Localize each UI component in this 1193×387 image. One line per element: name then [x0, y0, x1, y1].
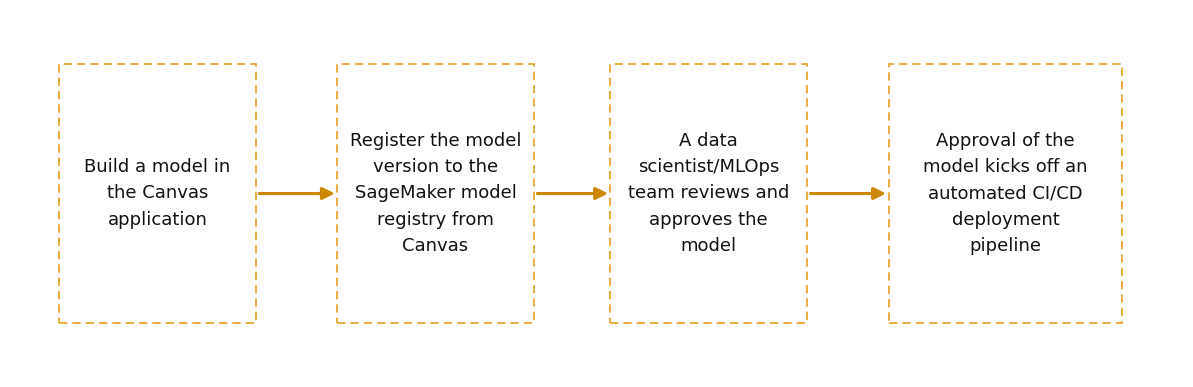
Text: A data
scientist/MLOps
team reviews and
approves the
model: A data scientist/MLOps team reviews and … [628, 132, 790, 255]
Bar [60, 64, 256, 323]
Text: Approval of the
model kicks off an
automated CI/CD
deployment
pipeline: Approval of the model kicks off an autom… [923, 132, 1088, 255]
Bar [889, 64, 1121, 323]
Text: Build a model in
the Canvas
application: Build a model in the Canvas application [85, 158, 230, 229]
Bar [610, 64, 806, 323]
Text: Register the model
version to the
SageMaker model
registry from
Canvas: Register the model version to the SageMa… [350, 132, 521, 255]
Bar [336, 64, 534, 323]
